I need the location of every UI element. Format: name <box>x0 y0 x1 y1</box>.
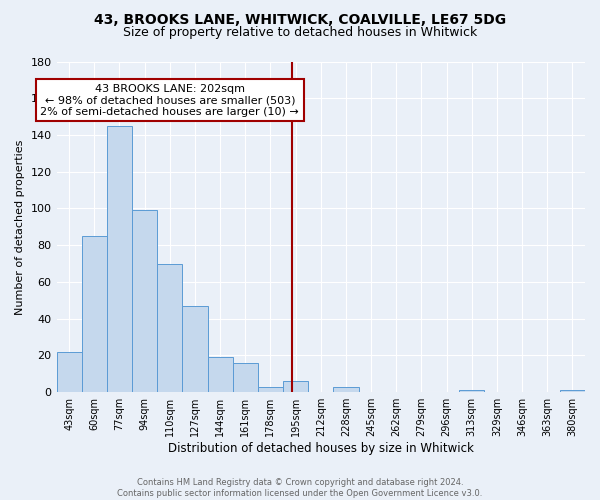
Bar <box>157 264 182 392</box>
Text: Size of property relative to detached houses in Whitwick: Size of property relative to detached ho… <box>123 26 477 39</box>
Bar <box>132 210 157 392</box>
Bar <box>334 386 359 392</box>
Bar <box>82 236 107 392</box>
X-axis label: Distribution of detached houses by size in Whitwick: Distribution of detached houses by size … <box>168 442 474 455</box>
Bar <box>107 126 132 392</box>
Bar <box>233 363 258 392</box>
Bar <box>56 352 82 392</box>
Text: Contains HM Land Registry data © Crown copyright and database right 2024.
Contai: Contains HM Land Registry data © Crown c… <box>118 478 482 498</box>
Text: 43 BROOKS LANE: 202sqm
← 98% of detached houses are smaller (503)
2% of semi-det: 43 BROOKS LANE: 202sqm ← 98% of detached… <box>40 84 299 116</box>
Y-axis label: Number of detached properties: Number of detached properties <box>15 139 25 314</box>
Text: 43, BROOKS LANE, WHITWICK, COALVILLE, LE67 5DG: 43, BROOKS LANE, WHITWICK, COALVILLE, LE… <box>94 12 506 26</box>
Bar <box>258 386 283 392</box>
Bar <box>560 390 585 392</box>
Bar <box>208 358 233 392</box>
Bar <box>459 390 484 392</box>
Bar <box>182 306 208 392</box>
Bar <box>283 381 308 392</box>
